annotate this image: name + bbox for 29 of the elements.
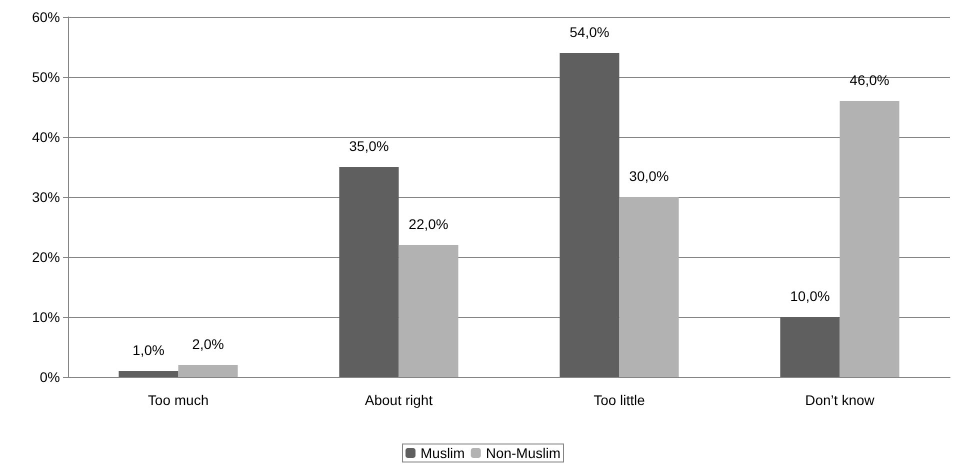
- bar: [178, 365, 238, 377]
- bar: [780, 317, 840, 377]
- data-label: 1,0%: [132, 342, 164, 358]
- x-tick-label: About right: [364, 392, 433, 408]
- y-tick-label: 20%: [32, 249, 60, 265]
- y-tick-label: 50%: [32, 69, 60, 85]
- data-label: 30,0%: [629, 168, 669, 184]
- bar: [619, 197, 679, 377]
- x-tick-label: Don’t know: [805, 392, 876, 408]
- bar: [118, 371, 178, 377]
- data-label: 46,0%: [850, 72, 890, 88]
- data-label: 35,0%: [349, 138, 389, 154]
- x-tick-label: Too much: [148, 392, 209, 408]
- bar: [339, 167, 399, 377]
- data-label: 22,0%: [408, 216, 448, 232]
- data-label: 10,0%: [790, 288, 830, 304]
- x-tick-label: Too little: [594, 392, 646, 408]
- data-label: 2,0%: [192, 336, 224, 352]
- y-tick-label: 60%: [32, 9, 60, 25]
- legend-label: Muslim: [420, 445, 465, 461]
- y-tick-label: 30%: [32, 189, 60, 205]
- y-tick-label: 40%: [32, 129, 60, 145]
- y-tick-label: 10%: [32, 309, 60, 325]
- y-tick-label: 0%: [40, 369, 60, 385]
- bar: [398, 245, 458, 377]
- bar: [840, 101, 900, 377]
- data-label: 54,0%: [570, 24, 610, 40]
- bar: [560, 53, 620, 377]
- legend-label: Non-Muslim: [486, 445, 561, 461]
